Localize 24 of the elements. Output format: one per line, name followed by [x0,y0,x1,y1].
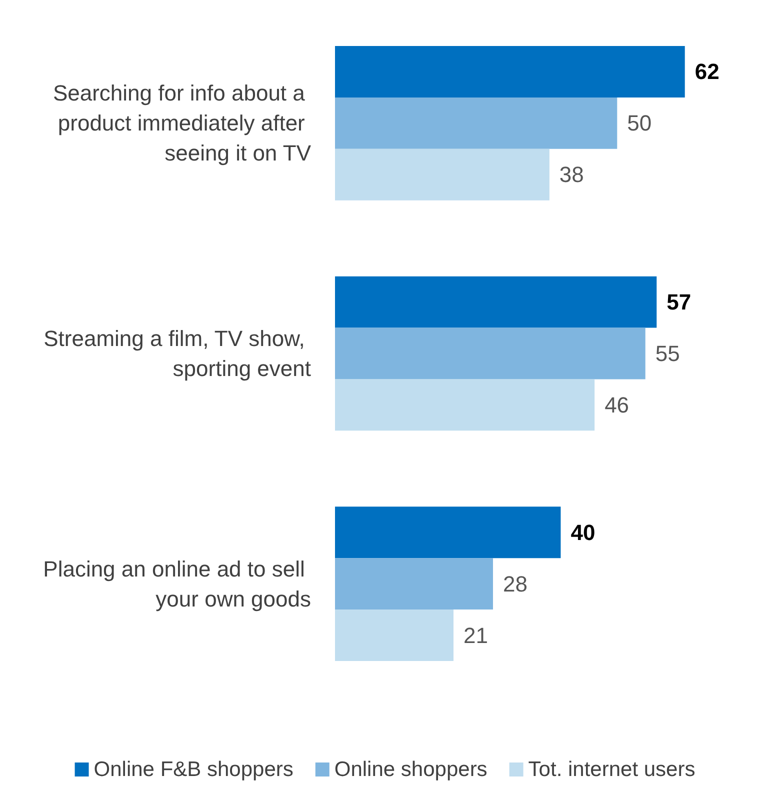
bar [335,558,493,610]
y-tick-label: Searching for info about a product immediately after seeing it on TV [52,80,312,166]
bar [335,46,685,98]
bar [335,506,561,558]
bar [335,328,646,380]
legend-label: Online F&B shoppers [94,758,294,781]
bar [335,379,595,431]
legend-label: Online shoppers [334,758,488,781]
y-tick-label: Streaming a film, TV show, sporting event [44,326,311,381]
bar [335,148,550,200]
data-label: 46 [604,392,630,418]
bar [335,97,618,149]
y-tick-label: Placing an online ad to sell your own goods [43,556,311,612]
data-label: 55 [655,341,680,366]
data-label: 38 [559,162,584,188]
data-label: 50 [627,110,652,136]
data-label: 62 [694,59,720,84]
data-label: 28 [503,571,528,596]
data-label: 57 [666,290,692,315]
bar [335,276,657,328]
data-label: 21 [464,622,488,648]
data-label: 40 [570,520,596,545]
bar [335,610,454,661]
legend-label: Tot. internet users [528,758,696,781]
